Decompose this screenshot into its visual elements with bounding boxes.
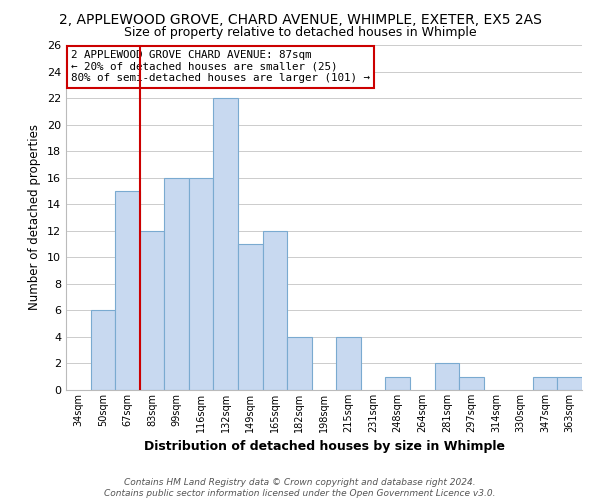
X-axis label: Distribution of detached houses by size in Whimple: Distribution of detached houses by size … (143, 440, 505, 454)
Bar (115, 191, 140, 390)
Bar (189, 178, 214, 390)
Bar (557, 376, 582, 390)
Text: Contains HM Land Registry data © Crown copyright and database right 2024.
Contai: Contains HM Land Registry data © Crown c… (104, 478, 496, 498)
Bar (214, 98, 238, 390)
Bar (385, 376, 410, 390)
Bar (140, 231, 164, 390)
Bar (263, 231, 287, 390)
Bar (91, 310, 115, 390)
Bar (434, 364, 459, 390)
Text: 2 APPLEWOOD GROVE CHARD AVENUE: 87sqm
← 20% of detached houses are smaller (25)
: 2 APPLEWOOD GROVE CHARD AVENUE: 87sqm ← … (71, 50, 370, 84)
Bar (287, 337, 312, 390)
Bar (164, 178, 189, 390)
Bar (533, 376, 557, 390)
Bar (459, 376, 484, 390)
Text: 2, APPLEWOOD GROVE, CHARD AVENUE, WHIMPLE, EXETER, EX5 2AS: 2, APPLEWOOD GROVE, CHARD AVENUE, WHIMPL… (59, 12, 541, 26)
Bar (238, 244, 263, 390)
Text: Size of property relative to detached houses in Whimple: Size of property relative to detached ho… (124, 26, 476, 39)
Y-axis label: Number of detached properties: Number of detached properties (28, 124, 41, 310)
Bar (336, 337, 361, 390)
